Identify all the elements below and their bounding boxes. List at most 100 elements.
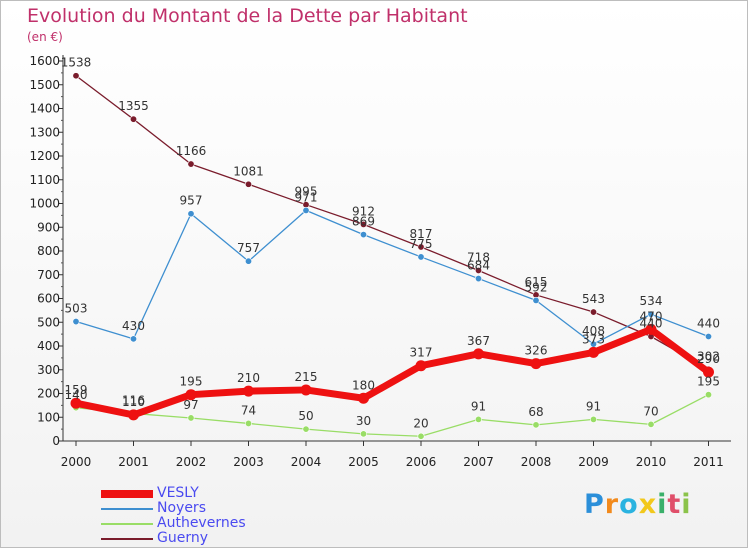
legend-swatch-guerny: [101, 538, 153, 540]
data-label-noyers: 757: [237, 241, 260, 255]
data-label-guerny: 1538: [61, 56, 92, 70]
x-tick-label: 2002: [176, 455, 207, 469]
logo-letter: P: [584, 489, 605, 520]
series-line-vesly: [72, 325, 712, 419]
data-point-guerny: [187, 160, 195, 168]
data-label-authevernes: 91: [586, 399, 601, 413]
data-label-authevernes: 74: [241, 403, 256, 417]
data-point-guerny: [72, 72, 80, 80]
chart-unit-subtitle: (en €): [27, 30, 63, 44]
y-tick-label: 1100: [29, 173, 60, 187]
data-label-noyers: 408: [582, 324, 605, 338]
data-label-noyers: 440: [697, 317, 720, 331]
x-tick-label: 2007: [463, 455, 494, 469]
data-point-authevernes: [359, 430, 367, 438]
data-point-vesly: [185, 389, 197, 401]
data-point-vesly: [415, 360, 427, 372]
logo-letter: x: [638, 489, 658, 520]
data-label-vesly: 180: [352, 378, 375, 392]
y-tick-label: 1300: [29, 125, 60, 139]
data-point-guerny: [245, 180, 253, 188]
data-label-noyers: 534: [640, 294, 663, 308]
series-lines: [70, 72, 714, 440]
data-label-vesly: 326: [525, 344, 548, 358]
data-label-guerny: 718: [467, 250, 490, 264]
y-tick-label: 200: [37, 387, 60, 401]
data-label-guerny: 817: [410, 227, 433, 241]
data-point-guerny: [474, 266, 482, 274]
logo-letter: i: [681, 489, 692, 520]
data-label-guerny: 1166: [176, 144, 207, 158]
data-point-guerny: [417, 243, 425, 251]
legend-swatch-authevernes: [101, 523, 153, 525]
x-tick-label: 2003: [233, 455, 264, 469]
data-point-vesly: [70, 397, 82, 409]
data-label-vesly: 367: [467, 334, 490, 348]
y-tick-label: 1400: [29, 102, 60, 116]
data-label-guerny: 302: [697, 349, 720, 363]
data-point-noyers: [359, 231, 367, 239]
data-point-noyers: [704, 332, 712, 340]
data-point-authevernes: [704, 391, 712, 399]
data-label-vesly: 195: [180, 375, 203, 389]
legend-label-vesly: VESLY: [157, 485, 199, 501]
logo-letter: i: [657, 489, 668, 520]
data-label-authevernes: 20: [413, 416, 428, 430]
chart-title: Evolution du Montant de la Dette par Hab…: [27, 5, 468, 27]
legend-label-noyers: Noyers: [157, 500, 206, 516]
y-tick-label: 500: [37, 315, 60, 329]
legend-swatch-vesly: [101, 490, 153, 498]
data-label-authevernes: 30: [356, 414, 371, 428]
data-point-authevernes: [589, 415, 597, 423]
data-point-guerny: [130, 115, 138, 123]
data-label-guerny: 440: [640, 317, 663, 331]
data-label-guerny: 912: [352, 204, 375, 218]
y-tick-label: 0: [52, 434, 60, 448]
data-point-vesly: [243, 385, 254, 397]
data-point-vesly: [358, 392, 369, 404]
x-tick-label: 2004: [291, 455, 322, 469]
data-label-vesly: 110: [122, 395, 145, 409]
data-label-guerny: 995: [295, 185, 318, 199]
data-label-authevernes: 91: [471, 399, 486, 413]
data-point-authevernes: [474, 415, 482, 423]
logo-letter: o: [619, 489, 639, 520]
data-point-vesly: [588, 346, 599, 358]
y-tick-label: 1600: [29, 54, 60, 68]
data-label-authevernes: 68: [528, 405, 543, 419]
data-label-noyers: 592: [525, 280, 548, 294]
y-tick-label: 1200: [29, 149, 60, 163]
data-label-vesly: 373: [582, 332, 605, 346]
data-point-authevernes: [245, 419, 253, 427]
x-tick-label: 2010: [636, 455, 667, 469]
data-label-vesly: 290: [697, 352, 720, 366]
data-point-authevernes: [647, 420, 655, 428]
x-tick-label: 2000: [61, 455, 92, 469]
data-label-guerny: 1081: [233, 164, 264, 178]
data-label-authevernes: 50: [298, 409, 313, 423]
data-point-vesly: [128, 409, 139, 421]
data-point-noyers: [245, 257, 253, 265]
y-tick-label: 900: [37, 220, 60, 234]
data-label-vesly: 159: [65, 383, 88, 397]
data-label-guerny: 615: [525, 275, 548, 289]
data-point-vesly: [645, 323, 657, 335]
data-point-authevernes: [417, 432, 425, 440]
legend-label-authevernes: Authevernes: [157, 515, 246, 531]
data-labels: 1538135511661081995912817718615543440302…: [61, 56, 720, 431]
y-tick-label: 700: [37, 268, 60, 282]
y-tick-label: 300: [37, 363, 60, 377]
x-tick-label: 2001: [118, 455, 149, 469]
data-label-noyers: 775: [410, 237, 433, 251]
data-point-authevernes: [187, 414, 195, 422]
data-point-noyers: [187, 210, 195, 218]
data-label-noyers: 430: [122, 319, 145, 333]
data-label-vesly: 215: [295, 370, 318, 384]
data-point-noyers: [417, 253, 425, 261]
data-label-authevernes: 195: [697, 375, 720, 389]
y-tick-label: 1500: [29, 78, 60, 92]
y-tick-label: 400: [37, 339, 60, 353]
y-tick-label: 600: [37, 292, 60, 306]
